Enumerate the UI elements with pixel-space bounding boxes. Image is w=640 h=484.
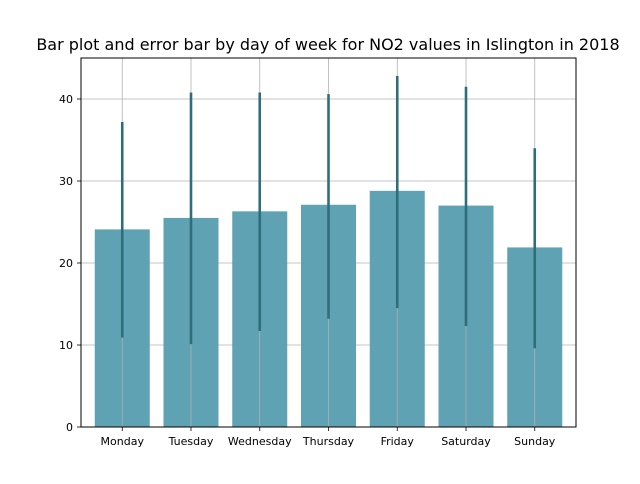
x-tick-label-thursday: Thursday: [302, 435, 355, 448]
x-tick-label-tuesday: Tuesday: [168, 435, 214, 448]
x-tick-label-sunday: Sunday: [514, 435, 556, 448]
y-tick-label: 20: [59, 257, 73, 270]
y-tick-label: 10: [59, 339, 73, 352]
x-tick-label-saturday: Saturday: [441, 435, 491, 448]
error-bar-layer: [120, 76, 537, 349]
y-tick-label: 40: [59, 93, 73, 106]
axis-layer: 0 10 20 30 40 Monday Tuesday Wednesday Thursday F…: [59, 57, 577, 448]
x-tick-label-wednesday: Wednesday: [228, 435, 292, 448]
plot-frame: [80, 57, 577, 428]
y-tick-label: 0: [66, 421, 73, 434]
x-tick-label-friday: Friday: [381, 435, 415, 448]
chart-title: Bar plot and error bar by day of week fo…: [36, 35, 619, 54]
x-tick-label-monday: Monday: [101, 435, 145, 448]
y-tick-label: 30: [59, 175, 73, 188]
